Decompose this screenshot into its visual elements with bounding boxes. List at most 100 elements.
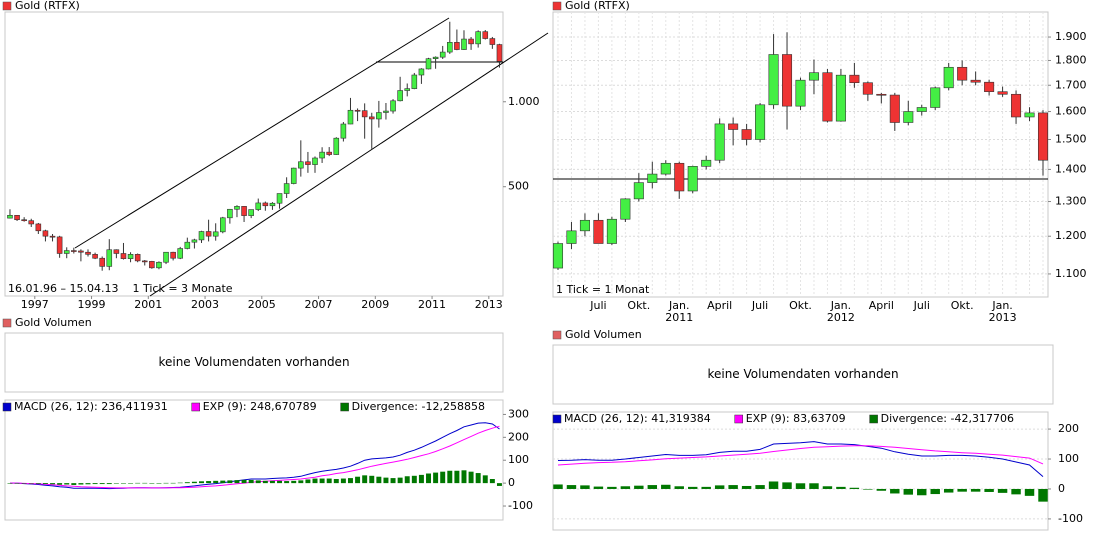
candle-body [255,202,262,210]
x-year-label: 2011 [665,311,693,324]
divergence-bar [163,482,169,484]
no-data-message: keine Volumendaten vorhanden [707,367,898,381]
candle-body [930,87,941,108]
divergence-bar [580,485,590,489]
candle-body [170,251,176,259]
divergence-bar [298,480,304,484]
divergence-bar [454,470,460,484]
divergence-bar [149,483,155,484]
divergence-bar [199,481,204,484]
divergence-bar [35,483,41,484]
divergence-bar [426,473,431,484]
divergence-bar [355,476,361,484]
candle-body [795,79,806,107]
candle-body [782,54,793,107]
candle-body [647,173,658,183]
divergence-bar [917,488,927,496]
divergence-bar [369,475,375,484]
candle-body [903,111,914,123]
candle-body [1011,93,1022,118]
y-tick-label: 1.700 [1055,78,1087,91]
divergence-bar [312,478,318,484]
candle-body [475,31,481,45]
divergence-bar [566,485,577,489]
x-year-label: 2013 [989,311,1017,324]
candle-body [660,162,671,175]
candle-body [1037,112,1049,161]
divergence-bar [262,480,268,484]
candle-body [312,157,318,165]
candle-body [113,249,120,254]
x-year-label: 2012 [827,311,855,324]
candle-body [141,260,148,263]
candle-body [78,250,84,253]
divergence-bar [714,485,725,489]
divergence-bar [809,483,819,489]
candle-body [957,66,968,81]
x-tick-label: 2007 [305,298,333,311]
candle-body [889,94,900,123]
candle-body [687,166,698,192]
candle-body [620,198,631,220]
plot-frame [552,411,1049,531]
trend-lines [74,17,1048,297]
candle-body [674,162,685,192]
divergence-bar [634,485,644,489]
candle-body [439,51,446,58]
candle-body [333,137,340,155]
divergence-bar [333,479,339,484]
x-tick-label: Okt. [627,299,650,312]
x-tick-label: Juli [913,299,930,312]
candle-body [368,116,375,120]
candle-body [184,241,191,249]
x-tick-label: April [869,299,894,312]
y-tick-label: 1.600 [1055,105,1087,118]
y-tick-label: 1.300 [1055,195,1087,208]
x-tick-label: 2001 [134,298,162,311]
divergence-bar [741,485,752,489]
divergence-bar [411,475,417,484]
legend-label: EXP (9): 83,63709 [746,412,846,425]
candle-body [468,38,474,45]
candle-body [447,42,453,53]
divergence-bar [85,483,91,485]
legend-label: MACD (26, 12): 41,319384 [564,412,711,425]
x-tick-label: Jan. [668,299,689,312]
candle-body [1024,112,1035,118]
candle-body [269,202,276,207]
divergence-bar [113,483,119,484]
candle-body [156,261,162,269]
candle-body [177,248,184,259]
x-tick-label: 1999 [78,298,106,311]
volume-box [552,344,1054,405]
annotation: 16.01.96 – 15.04.13 [8,282,118,295]
x-tick-label: 2011 [418,298,446,311]
y-tick-label: 200 [1058,422,1079,435]
x-tick-label: Juli [589,299,606,312]
candle-body [849,74,860,84]
y-tick-label: 1.400 [1055,162,1087,175]
legend-swatch [734,414,743,424]
x-tick-label: Okt. [951,299,974,312]
candle-body [411,74,418,89]
divergence-bar [728,485,738,489]
candle-body [276,193,283,204]
divergence-bar [475,473,481,484]
x-tick-label: Okt. [789,299,812,312]
plot-frame [552,11,1049,298]
divergence-bar [397,477,403,484]
divergence-bar [319,478,325,484]
candle-body [997,91,1008,95]
candle-body [822,72,833,122]
divergence-bar [227,480,233,484]
divergence-bar [241,479,247,484]
divergence-bar [620,486,631,489]
candle-body [63,250,70,254]
candle-body [461,38,467,50]
legend-swatch [869,414,878,424]
divergence-bar [156,483,162,484]
divergence-bar [593,486,604,489]
candle-body [714,123,725,161]
divergence-bar [383,477,389,484]
